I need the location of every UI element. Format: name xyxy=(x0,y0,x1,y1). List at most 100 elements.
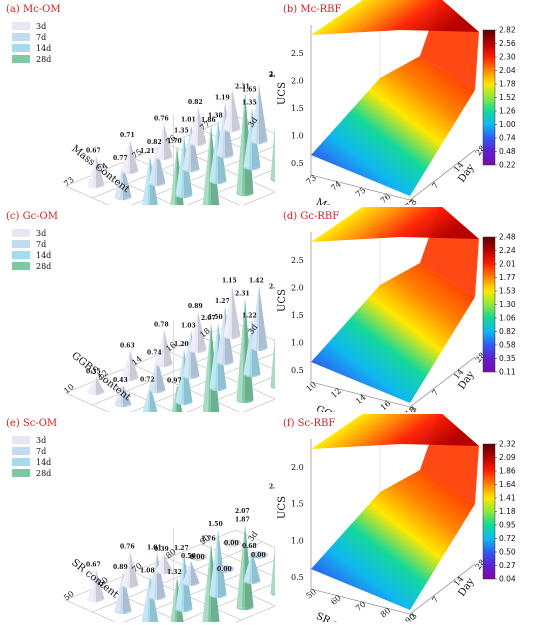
x-tick-label: 80 xyxy=(379,606,393,619)
cone-highlight xyxy=(182,561,191,585)
cone-body xyxy=(121,139,139,171)
value-label: 1.38 xyxy=(208,112,223,119)
colorbar-label: 1.26 xyxy=(499,107,516,116)
colorbar-label: 2.01 xyxy=(499,260,516,269)
cone-7d-4 xyxy=(250,83,268,145)
cone-shade xyxy=(252,551,261,585)
value-label: 1.20 xyxy=(174,341,189,348)
z-tick-label: 2.0 xyxy=(291,77,304,86)
x-tick-label: 18 xyxy=(404,405,418,412)
grid-line xyxy=(65,185,109,205)
cone-highlight xyxy=(209,120,218,183)
x-axis-title: GGBS content xyxy=(314,404,384,412)
colorbar-label: 0.22 xyxy=(499,161,516,170)
panel-title: (a) Mc-OM xyxy=(6,4,61,15)
x-tick-label: 12 xyxy=(329,386,343,399)
cone-shade xyxy=(123,385,132,408)
legend-swatch-7d xyxy=(12,33,30,41)
cone-highlight xyxy=(216,102,225,157)
value-label: 1.27 xyxy=(215,298,230,305)
z-tick-label: 2.5 xyxy=(291,49,304,58)
cone-body xyxy=(87,376,105,392)
panel-title: (c) Gc-OM xyxy=(6,211,58,222)
cone-body xyxy=(148,146,166,183)
cone-shade xyxy=(130,350,139,382)
value-label: 0.89 xyxy=(188,303,203,310)
x-tick-label: 10 xyxy=(62,382,76,395)
cone-3d-2 xyxy=(155,123,173,161)
x-tick-label: 16 xyxy=(379,399,393,412)
cone-3d-2 xyxy=(155,553,173,575)
value-label: 1.50 xyxy=(208,314,223,321)
colorbar-label: 0.82 xyxy=(499,327,516,336)
value-label: 1.65 xyxy=(242,86,257,93)
legend-label-3d: 3d xyxy=(36,229,46,238)
cone-3d-4 xyxy=(223,539,241,547)
cone-3d-1 xyxy=(121,139,139,175)
x-axis-title: Mass Content xyxy=(314,197,383,205)
cone-body xyxy=(250,83,268,141)
cone-highlight xyxy=(216,306,225,364)
cone-3d-1 xyxy=(121,551,139,589)
cone-3d-4 xyxy=(223,89,241,133)
cone-3d-0 xyxy=(87,376,105,396)
value-label: 2.31 xyxy=(269,483,275,490)
cone-shade xyxy=(130,139,139,175)
value-label: 0.35 xyxy=(86,369,101,376)
cone-body xyxy=(148,552,166,597)
panel-title: (b) Mc-RBF xyxy=(283,4,341,15)
z-tick-label: 1.0 xyxy=(291,132,304,141)
panel-d: (d) Gc-RBF 0.5 1.0 1.5 2.0 2.5 UCS 10 12 14 16 18 GG… xyxy=(275,207,550,412)
cone-body xyxy=(270,126,275,179)
cone-body xyxy=(202,125,220,205)
cone-highlight xyxy=(171,385,177,412)
colorbar-label: 2.56 xyxy=(499,39,516,48)
cone-highlight xyxy=(141,575,150,622)
value-label: 0.72 xyxy=(140,376,155,383)
response-surface xyxy=(311,263,475,403)
cone-shade xyxy=(232,285,241,340)
cone-highlight xyxy=(175,135,184,197)
x-tick-label: 77 xyxy=(404,198,418,205)
value-label: 0.68 xyxy=(242,543,257,550)
grid-line xyxy=(65,392,109,412)
cone-14d-2 xyxy=(209,529,227,599)
value-label: 1.21 xyxy=(140,148,155,155)
x-axis-line xyxy=(310,381,411,408)
cone-body xyxy=(87,155,105,185)
cone-highlight xyxy=(236,91,245,195)
y-tick-label: 3d xyxy=(246,530,259,544)
cone-7d-0 xyxy=(114,571,132,615)
z-tick-label: 0.5 xyxy=(291,366,304,375)
panel-title: (f) Sc-RBF xyxy=(283,418,335,429)
value-label: 1.86 xyxy=(201,117,216,124)
cone-shade xyxy=(218,529,227,599)
cone-shade xyxy=(150,155,158,205)
cone-shade xyxy=(96,376,105,396)
cone-highlight xyxy=(155,329,164,366)
cone-highlight xyxy=(243,320,252,376)
cone-body xyxy=(223,89,241,129)
value-label: 1.87 xyxy=(235,517,250,524)
cone-highlight xyxy=(87,376,96,394)
cone-highlight xyxy=(223,89,232,131)
value-label: 1.03 xyxy=(181,323,196,330)
z-tick-label: 1.0 xyxy=(291,339,304,348)
value-label: 1.08 xyxy=(140,567,155,574)
cone-3d-3 xyxy=(189,310,207,354)
value-label: 1.15 xyxy=(222,277,237,284)
colorbar-label: 0.27 xyxy=(499,561,516,570)
cone-7d-2 xyxy=(182,561,200,587)
legend-label-28d: 28d xyxy=(36,55,51,64)
value-label: 1.35 xyxy=(174,128,189,135)
y-tick-label: 7 xyxy=(430,181,440,191)
panel-e: (e) Sc-OM 3d 7d 14d 28d 0.67 0.76 0.39 0.00 0.00 0… xyxy=(0,414,275,622)
colorbar-label: 1.86 xyxy=(499,467,516,476)
value-label: 2.25 xyxy=(269,72,275,79)
x-tick-label: 74 xyxy=(329,179,343,192)
cone-highlight xyxy=(189,310,198,352)
cone-highlight xyxy=(155,553,164,573)
colorbar-label: 0.11 xyxy=(499,368,516,377)
legend-label-7d: 7d xyxy=(36,447,46,456)
